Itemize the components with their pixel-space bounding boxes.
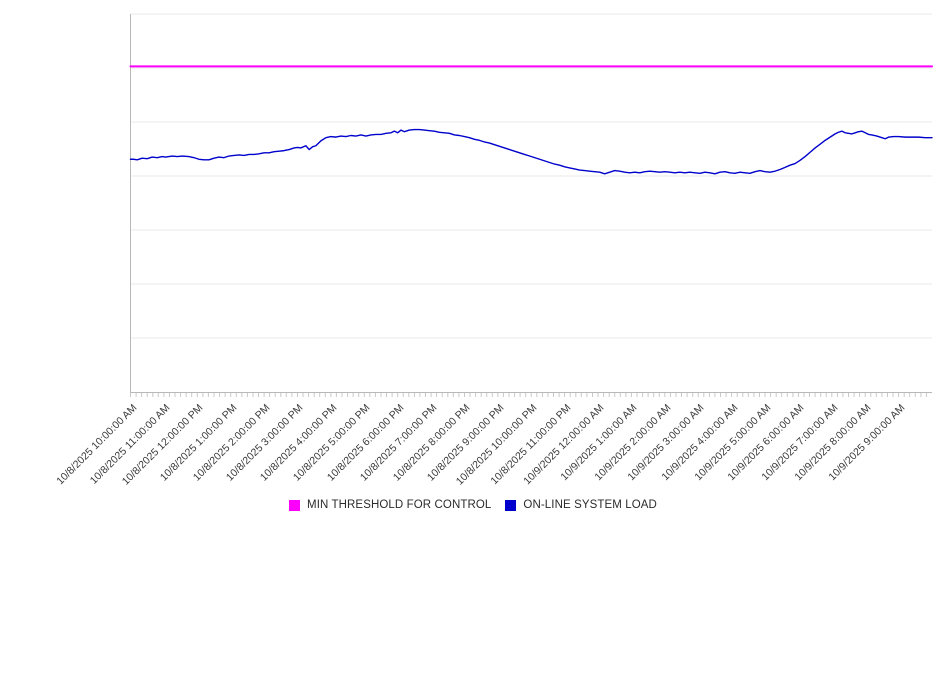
- legend-swatch-icon: [289, 499, 301, 511]
- legend-swatch-icon: [505, 499, 517, 511]
- x-axis-labels: 10/8/2025 10:00:00 AM 10/8/2025 11:00:00 …: [0, 396, 946, 492]
- legend-item-min-threshold[interactable]: MIN THRESHOLD FOR CONTROL: [289, 499, 491, 511]
- series-line-system-load: [129, 128, 933, 175]
- gridlines-group: [130, 13, 932, 339]
- legend-label: MIN THRESHOLD FOR CONTROL: [307, 499, 492, 511]
- chart-plot-area: [129, 13, 933, 397]
- load-chart: 10/8/2025 10:00:00 AM 10/8/2025 11:00:00 …: [0, 13, 946, 516]
- legend-label: ON-LINE SYSTEM LOAD: [523, 499, 657, 511]
- chart-legend: MIN THRESHOLD FOR CONTROL ON-LINE SYSTEM…: [0, 494, 946, 516]
- legend-item-system-load[interactable]: ON-LINE SYSTEM LOAD: [505, 499, 657, 511]
- x-minor-ticks-group: [130, 392, 932, 397]
